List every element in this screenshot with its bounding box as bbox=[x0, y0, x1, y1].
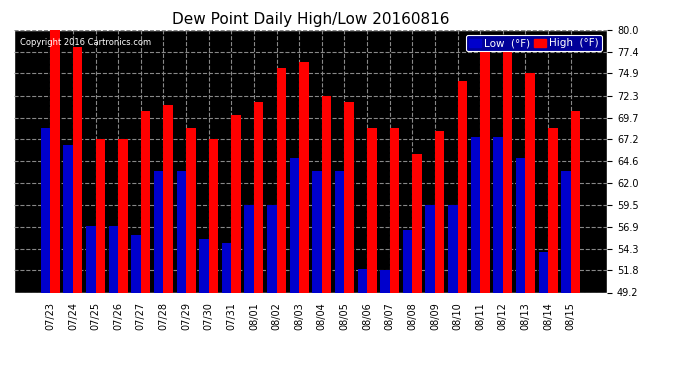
Bar bbox=[208, 139, 218, 292]
Bar bbox=[277, 68, 286, 292]
Bar bbox=[344, 102, 354, 292]
Bar bbox=[86, 226, 95, 292]
Bar bbox=[108, 226, 118, 292]
Bar bbox=[254, 102, 264, 292]
Bar bbox=[231, 115, 241, 292]
Bar bbox=[539, 252, 548, 292]
Bar bbox=[221, 243, 231, 292]
Bar bbox=[480, 51, 490, 292]
Bar bbox=[380, 270, 390, 292]
Bar bbox=[390, 128, 400, 292]
Bar bbox=[95, 139, 105, 292]
Bar bbox=[73, 47, 82, 292]
Bar bbox=[548, 128, 558, 292]
Bar bbox=[313, 171, 322, 292]
Bar bbox=[426, 205, 435, 292]
Bar bbox=[131, 234, 141, 292]
Bar bbox=[435, 130, 444, 292]
Bar bbox=[154, 171, 164, 292]
Bar bbox=[177, 171, 186, 292]
Bar bbox=[561, 171, 571, 292]
Bar bbox=[290, 158, 299, 292]
Bar bbox=[322, 96, 331, 292]
Legend: Low  (°F), High  (°F): Low (°F), High (°F) bbox=[466, 35, 602, 51]
Bar bbox=[199, 239, 208, 292]
Bar bbox=[448, 205, 457, 292]
Bar bbox=[118, 139, 128, 292]
Bar bbox=[244, 205, 254, 292]
Bar bbox=[471, 136, 480, 292]
Bar bbox=[299, 62, 308, 292]
Bar bbox=[526, 73, 535, 292]
Bar bbox=[186, 128, 195, 292]
Bar bbox=[50, 30, 60, 292]
Bar bbox=[457, 81, 467, 292]
Bar bbox=[41, 128, 50, 292]
Bar bbox=[267, 205, 277, 292]
Bar bbox=[571, 111, 580, 292]
Bar bbox=[367, 128, 377, 292]
Bar bbox=[63, 145, 73, 292]
Bar bbox=[164, 105, 173, 292]
Bar bbox=[403, 230, 413, 292]
Bar bbox=[335, 171, 344, 292]
Bar bbox=[516, 158, 526, 292]
Bar bbox=[357, 268, 367, 292]
Bar bbox=[141, 111, 150, 292]
Bar bbox=[413, 154, 422, 292]
Bar bbox=[493, 136, 503, 292]
Title: Dew Point Daily High/Low 20160816: Dew Point Daily High/Low 20160816 bbox=[172, 12, 449, 27]
Bar bbox=[503, 47, 513, 292]
Text: Copyright 2016 Cartronics.com: Copyright 2016 Cartronics.com bbox=[20, 38, 151, 47]
